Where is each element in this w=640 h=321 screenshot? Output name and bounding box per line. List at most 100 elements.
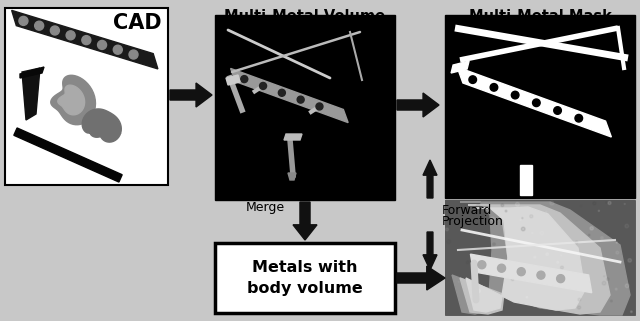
Circle shape [526, 296, 528, 298]
Text: Metals with: Metals with [252, 261, 358, 275]
Circle shape [550, 201, 554, 205]
Polygon shape [288, 173, 296, 180]
Circle shape [608, 201, 611, 204]
Circle shape [587, 284, 589, 287]
Circle shape [593, 202, 596, 205]
Circle shape [515, 203, 520, 206]
Circle shape [601, 237, 604, 239]
Circle shape [578, 298, 581, 301]
Polygon shape [170, 83, 212, 107]
Circle shape [530, 215, 533, 218]
Circle shape [316, 103, 323, 110]
Circle shape [278, 89, 285, 96]
Circle shape [297, 96, 304, 103]
Polygon shape [51, 75, 95, 125]
Polygon shape [14, 128, 122, 182]
Circle shape [113, 45, 122, 54]
Circle shape [588, 234, 590, 236]
Circle shape [82, 36, 91, 45]
Circle shape [537, 271, 545, 279]
Circle shape [502, 268, 506, 272]
Circle shape [547, 277, 550, 281]
Text: Projection: Projection [442, 215, 504, 229]
Polygon shape [457, 67, 611, 137]
Circle shape [577, 306, 580, 309]
Bar [445, 200, 635, 315]
Circle shape [478, 261, 486, 269]
Polygon shape [230, 68, 348, 123]
Polygon shape [460, 205, 610, 314]
Polygon shape [423, 160, 437, 198]
Circle shape [611, 300, 612, 302]
Polygon shape [293, 202, 317, 240]
Circle shape [260, 82, 267, 90]
Circle shape [129, 50, 138, 59]
Circle shape [522, 227, 525, 231]
Circle shape [511, 91, 519, 99]
Polygon shape [470, 254, 592, 293]
Circle shape [561, 255, 562, 256]
Circle shape [625, 284, 629, 288]
Text: Forward: Forward [442, 204, 492, 216]
Circle shape [607, 278, 609, 281]
Circle shape [575, 241, 578, 244]
Bar [5, 8, 168, 185]
Polygon shape [397, 93, 439, 117]
Polygon shape [12, 10, 158, 69]
Circle shape [445, 228, 449, 231]
Circle shape [517, 268, 525, 276]
Circle shape [35, 21, 44, 30]
Circle shape [493, 243, 495, 246]
Circle shape [505, 210, 507, 212]
Circle shape [546, 253, 548, 256]
Circle shape [630, 311, 632, 313]
Circle shape [476, 204, 480, 208]
Circle shape [557, 275, 564, 282]
Circle shape [532, 232, 533, 234]
Polygon shape [22, 68, 40, 120]
Circle shape [616, 242, 618, 243]
Circle shape [590, 227, 593, 230]
Circle shape [497, 264, 506, 272]
Polygon shape [20, 67, 44, 78]
Polygon shape [58, 85, 84, 115]
Circle shape [19, 16, 28, 25]
Polygon shape [423, 232, 437, 270]
Polygon shape [226, 75, 240, 85]
Circle shape [97, 40, 107, 49]
Circle shape [520, 219, 522, 221]
Circle shape [511, 278, 514, 281]
Polygon shape [452, 202, 630, 315]
Circle shape [485, 261, 487, 263]
Circle shape [483, 208, 486, 211]
Text: Multi-Metal Mask: Multi-Metal Mask [468, 9, 611, 24]
Polygon shape [451, 61, 469, 73]
Circle shape [479, 257, 481, 259]
Circle shape [557, 261, 559, 263]
Circle shape [477, 289, 481, 293]
Circle shape [447, 240, 451, 244]
Circle shape [545, 211, 547, 213]
Polygon shape [466, 207, 585, 312]
Polygon shape [397, 266, 445, 290]
Circle shape [554, 107, 561, 114]
Polygon shape [284, 134, 302, 140]
Polygon shape [82, 109, 122, 142]
Circle shape [522, 217, 523, 219]
Circle shape [575, 114, 582, 122]
Circle shape [571, 286, 572, 287]
Circle shape [602, 281, 606, 285]
Circle shape [615, 288, 617, 290]
Circle shape [605, 202, 607, 203]
Bar [215, 243, 395, 313]
Circle shape [66, 31, 75, 40]
Circle shape [561, 266, 563, 269]
Circle shape [469, 76, 477, 83]
Circle shape [467, 261, 469, 264]
Circle shape [628, 259, 632, 262]
Circle shape [532, 99, 540, 107]
Polygon shape [520, 165, 532, 195]
Circle shape [490, 83, 498, 91]
Circle shape [598, 210, 600, 212]
Circle shape [513, 264, 515, 265]
